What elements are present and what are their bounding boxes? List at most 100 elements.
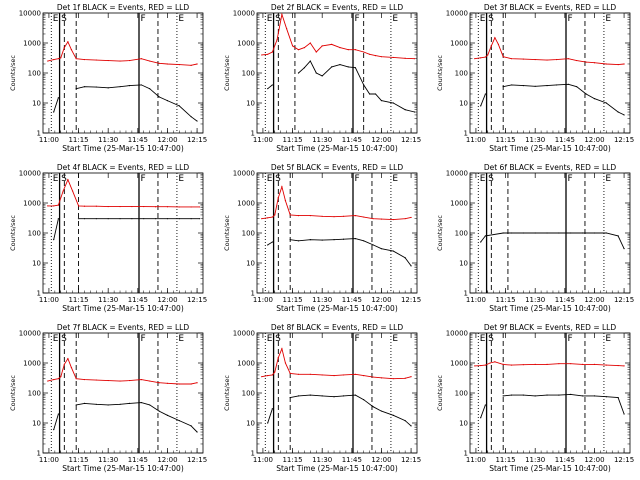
event-marker-label: E xyxy=(392,334,398,344)
x-tick-label: 11:30 xyxy=(98,136,118,144)
chart-title: Det 1f BLACK = Events, RED = LLD xyxy=(57,3,190,12)
event-marker-label: S xyxy=(275,334,281,344)
series-line-events xyxy=(290,238,412,267)
x-tick-label: 11:00 xyxy=(39,456,59,464)
event-marker-label: F xyxy=(355,14,360,24)
x-tick-label: 11:30 xyxy=(525,296,545,304)
series-line-events xyxy=(53,97,59,113)
y-tick-label: 100 xyxy=(28,390,41,398)
series-line-lld xyxy=(474,361,625,367)
series-line-events xyxy=(480,93,486,107)
x-tick-label: 11:45 xyxy=(128,296,148,304)
event-marker-label: E xyxy=(480,174,486,184)
event-marker-label: F xyxy=(141,174,146,184)
x-tick-label: 11:45 xyxy=(342,296,362,304)
y-tick-label: 1 xyxy=(251,290,255,298)
event-marker-label: E xyxy=(605,14,611,24)
x-tick-label: 12:15 xyxy=(401,456,421,464)
series-line-lld xyxy=(47,40,198,66)
x-tick-label: 12:00 xyxy=(157,136,177,144)
plot-frame xyxy=(469,332,631,454)
chart-title: Det 7f BLACK = Events, RED = LLD xyxy=(57,323,190,332)
y-tick-label: 1 xyxy=(464,290,468,298)
y-axis-label: Counts/sec xyxy=(436,55,444,91)
series-line-events xyxy=(480,232,625,249)
y-tick-label: 10000 xyxy=(446,170,468,178)
y-tick-label: 10 xyxy=(32,420,41,428)
x-axis-label: Start Time (25-Mar-15 10:47:00) xyxy=(276,144,398,153)
y-tick-label: 1 xyxy=(464,130,468,138)
x-tick-label: 11:00 xyxy=(253,456,273,464)
x-tick-label: 11:00 xyxy=(253,136,273,144)
plot-frame xyxy=(469,12,631,134)
chart-title: Det 4f BLACK = Events, RED = LLD xyxy=(57,163,190,172)
event-marker-label: E xyxy=(267,334,273,344)
chart-panel-1: Det 1f BLACK = Events, RED = LLD 1 10 100 10… xyxy=(9,3,207,153)
event-marker-label: E xyxy=(267,174,273,184)
chart-panel-6: Det 6f BLACK = Events, RED = LLD 1 10 100 10… xyxy=(436,163,634,313)
event-marker-label: F xyxy=(355,334,360,344)
x-tick-label: 12:15 xyxy=(187,296,207,304)
y-tick-label: 10000 xyxy=(19,330,41,338)
series-line-lld xyxy=(47,357,198,385)
y-tick-label: 100 xyxy=(28,70,41,78)
y-tick-label: 10000 xyxy=(446,10,468,18)
x-tick-label: 11:45 xyxy=(555,456,575,464)
series-line-lld xyxy=(47,178,200,208)
event-marker-label: E xyxy=(480,14,486,24)
series-line-events xyxy=(76,402,198,433)
y-tick-label: 10000 xyxy=(233,330,255,338)
event-marker-label: S xyxy=(488,174,494,184)
event-marker-label: E xyxy=(480,334,486,344)
y-axis-label: Counts/sec xyxy=(223,215,231,251)
x-tick-label: 11:15 xyxy=(68,456,88,464)
y-tick-label: 1 xyxy=(251,450,255,458)
plot-frame xyxy=(256,12,418,134)
chart-panel-8: Det 8f BLACK = Events, RED = LLD 1 10 100 10… xyxy=(223,323,421,473)
x-tick-label: 11:30 xyxy=(98,296,118,304)
y-tick-label: 100 xyxy=(455,390,468,398)
x-tick-label: 12:00 xyxy=(157,456,177,464)
y-tick-label: 10000 xyxy=(446,330,468,338)
event-marker-label: E xyxy=(392,174,398,184)
x-tick-label: 11:45 xyxy=(128,456,148,464)
series-line-events xyxy=(298,60,415,113)
plot-frame xyxy=(256,172,418,294)
chart-panel-9: Det 9f BLACK = Events, RED = LLD 1 10 100 10… xyxy=(436,323,634,473)
series-line-lld xyxy=(261,347,412,380)
event-marker-label: E xyxy=(267,14,273,24)
x-tick-label: 12:15 xyxy=(614,456,634,464)
chart-panel-5: Det 5f BLACK = Events, RED = LLD 1 10 100 10… xyxy=(223,163,421,313)
x-tick-label: 11:30 xyxy=(312,136,332,144)
event-marker-label: F xyxy=(141,334,146,344)
y-tick-label: 100 xyxy=(455,230,468,238)
event-marker-label: E xyxy=(392,14,398,24)
x-axis-label: Start Time (25-Mar-15 10:47:00) xyxy=(62,304,184,313)
x-axis-label: Start Time (25-Mar-15 10:47:00) xyxy=(276,464,398,473)
x-tick-label: 11:15 xyxy=(495,456,515,464)
x-tick-label: 11:15 xyxy=(495,136,515,144)
plot-frame xyxy=(42,12,204,134)
series-line-events xyxy=(267,241,273,246)
x-tick-label: 12:00 xyxy=(584,456,604,464)
y-tick-label: 1000 xyxy=(237,360,255,368)
event-marker-label: S xyxy=(275,14,281,24)
event-marker-label: S xyxy=(488,14,494,24)
chart-title: Det 2f BLACK = Events, RED = LLD xyxy=(271,3,404,12)
x-axis-label: Start Time (25-Mar-15 10:47:00) xyxy=(489,464,611,473)
event-marker-label: S xyxy=(488,334,494,344)
y-axis-label: Counts/sec xyxy=(436,215,444,251)
x-tick-label: 11:45 xyxy=(342,136,362,144)
y-tick-label: 10000 xyxy=(19,170,41,178)
x-tick-label: 11:15 xyxy=(495,296,515,304)
y-axis-label: Counts/sec xyxy=(9,215,17,251)
series-line-events xyxy=(503,393,625,415)
x-tick-label: 11:00 xyxy=(466,456,486,464)
chart-panel-2: Det 2f BLACK = Events, RED = LLD 1 10 100 10… xyxy=(223,3,421,153)
y-tick-label: 1 xyxy=(37,130,41,138)
y-tick-label: 1000 xyxy=(23,360,41,368)
x-tick-label: 11:00 xyxy=(466,136,486,144)
y-tick-label: 10000 xyxy=(233,170,255,178)
y-tick-label: 10 xyxy=(459,260,468,268)
x-tick-label: 12:15 xyxy=(187,456,207,464)
